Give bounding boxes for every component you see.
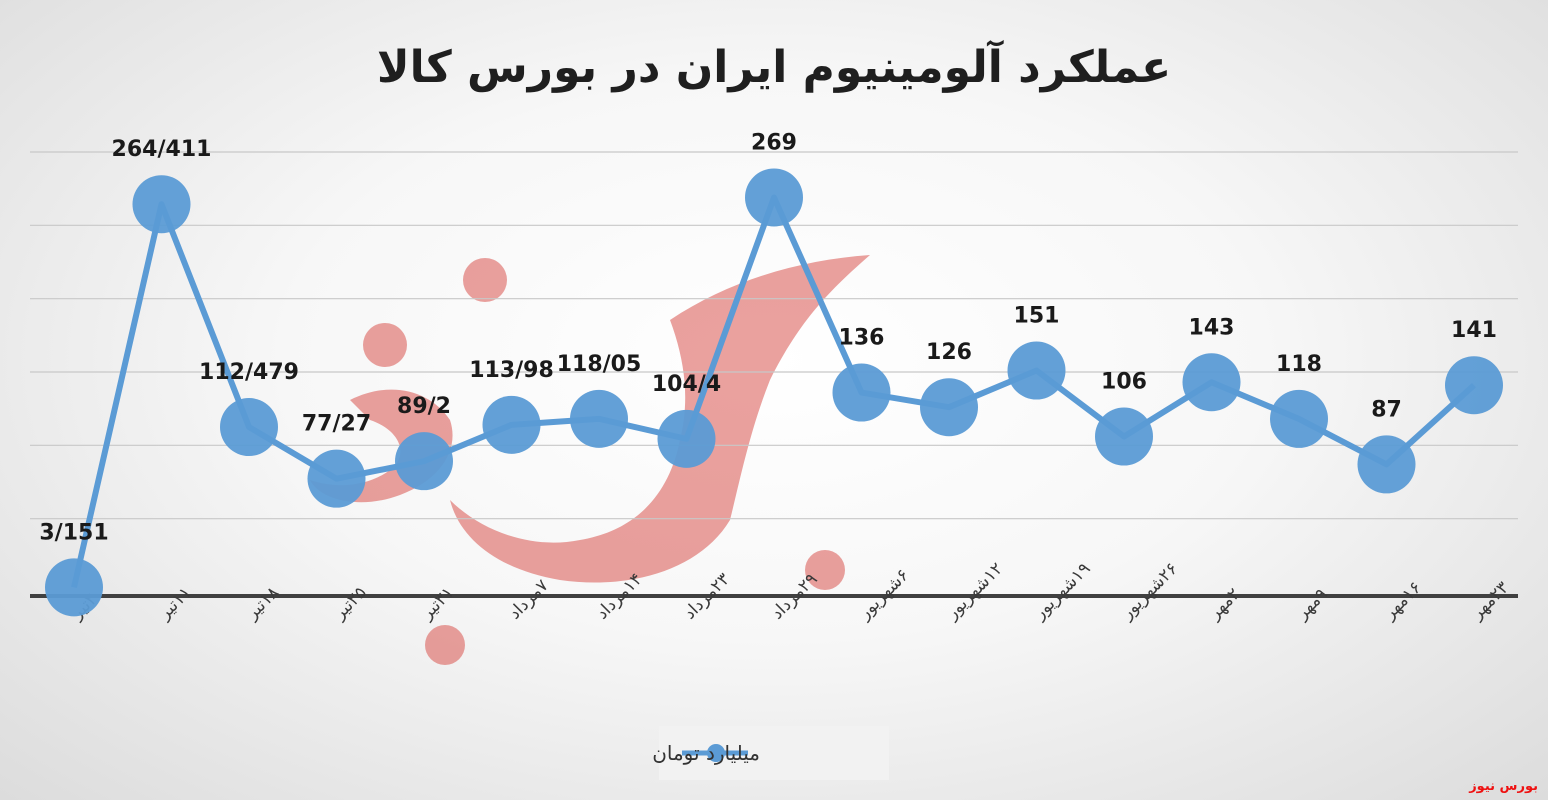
data-point <box>395 432 453 491</box>
data-label: 118 <box>1276 352 1322 377</box>
data-label: 104/4 <box>652 372 721 397</box>
data-point <box>1095 407 1153 466</box>
x-tick-label: ۲۳مهر <box>1467 578 1513 624</box>
source-tag: بورس نیوز <box>1469 779 1538 794</box>
series-line <box>71 194 1477 589</box>
data-label: 143 <box>1189 315 1235 340</box>
data-point <box>220 398 278 457</box>
data-label: 112/479 <box>199 360 299 385</box>
x-tick-label: ۱۹شهریور <box>1029 559 1094 624</box>
chart-title: عملکرد آلومینیوم ایران در بورس کالا <box>377 39 1171 93</box>
x-tick-label: ۲مهر <box>1204 584 1244 624</box>
data-label: 141 <box>1451 318 1497 343</box>
data-point <box>570 389 628 448</box>
x-tick-label: ۲۶شهریور <box>1117 559 1182 624</box>
data-label: 151 <box>1014 304 1060 329</box>
data-point <box>1445 356 1503 415</box>
data-point <box>832 363 891 422</box>
data-label: 106 <box>1101 370 1147 395</box>
data-label: 118/05 <box>557 352 642 377</box>
data-label: 89/2 <box>397 394 451 419</box>
legend-marker <box>707 744 725 762</box>
data-label: 3/151 <box>39 520 108 545</box>
data-point <box>307 449 366 508</box>
data-point <box>920 378 978 437</box>
data-point <box>482 395 541 454</box>
x-tick-label: ۱۶مهر <box>1379 578 1425 624</box>
x-tick-label: ۲۵تیر <box>329 583 370 624</box>
data-point <box>1270 389 1328 448</box>
legend-label: میلیارد تومان <box>652 741 760 765</box>
data-label: 264/411 <box>112 137 212 162</box>
data-labels: 3/151 264/411 112/479 77/27 89/2 113/98 118/05… <box>39 130 1497 545</box>
data-label: 87 <box>1371 397 1402 422</box>
legend: میلیارد تومان <box>652 726 889 780</box>
data-label: 126 <box>926 340 972 365</box>
x-tick-label: ۷مرداد <box>505 576 553 624</box>
data-point <box>45 558 103 617</box>
data-label: 269 <box>751 130 797 155</box>
x-tick-label: ۱۲شهریور <box>942 559 1007 624</box>
data-point <box>1182 353 1241 412</box>
data-points <box>45 168 1503 617</box>
data-point <box>657 409 716 468</box>
x-tick-label: ۱۸تیر <box>242 583 283 624</box>
x-tick-label: ۳۱تیر <box>417 583 458 624</box>
data-label: 136 <box>839 326 885 351</box>
data-point <box>1357 435 1416 494</box>
data-label: 77/27 <box>302 412 371 437</box>
x-tick-labels: ۴تیر۱۱تیر۱۸تیر۲۵تیر۳۱تیر۷مرداد۱۴مرداد۲۳م… <box>67 559 1513 624</box>
x-tick-label: ۱۱تیر <box>154 583 195 624</box>
data-point <box>132 175 191 234</box>
x-tick-label: ۹مهر <box>1292 584 1332 624</box>
data-point <box>1007 341 1066 400</box>
data-label: 113/98 <box>469 358 554 383</box>
data-point <box>745 168 803 227</box>
